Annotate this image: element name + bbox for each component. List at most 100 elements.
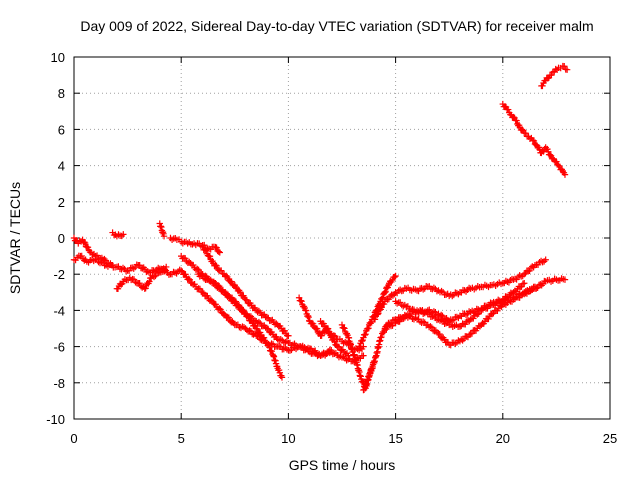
data-point [331,350,338,357]
data-point [513,117,520,124]
data-point [419,286,427,293]
series-track-15 [370,256,549,323]
data-point [213,244,220,251]
data-point [378,333,385,341]
data-point [247,328,255,335]
data-point [277,336,284,343]
data-point [246,327,253,334]
data-point [305,314,312,321]
data-point [225,292,233,300]
data-point [542,256,549,263]
data-point [470,309,477,316]
data-point [222,289,229,296]
data-point [389,292,397,299]
data-point [482,302,490,310]
data-point [146,278,153,285]
data-point [449,292,456,300]
data-point [453,313,461,321]
data-point [243,310,251,318]
data-point [510,296,517,303]
series-track-5 [167,234,223,256]
data-point [517,291,525,299]
series-track-7 [178,252,286,381]
data-point [358,338,366,345]
x-tick-label: 15 [388,431,402,446]
data-point [144,268,151,275]
data-point [215,282,223,290]
data-point [452,340,459,348]
data-point [549,68,557,76]
data-point [109,261,116,269]
data-point [430,284,438,292]
data-point [297,297,304,304]
data-point [526,135,534,142]
data-point [429,309,436,317]
data-point [546,151,554,158]
data-point [386,321,393,329]
data-point [505,297,513,304]
data-points [70,62,571,394]
data-point [521,271,528,278]
data-point [453,289,461,297]
series-track-19 [538,62,571,90]
data-point [485,315,492,323]
data-point [264,325,272,333]
data-point [220,310,228,318]
data-point [356,343,364,350]
data-point [375,310,382,317]
data-point [212,261,219,269]
data-point [224,313,231,321]
y-tick-label: 4 [58,159,65,174]
data-point [393,300,401,307]
data-point [331,332,339,340]
data-point [228,278,235,285]
data-point [419,318,427,325]
data-point [427,323,434,330]
data-point [360,352,367,359]
x-tick-label: 10 [281,431,295,446]
data-point [340,324,347,331]
data-point [363,380,370,387]
data-point [320,320,327,327]
grid [74,57,610,419]
y-tick-label: -10 [46,412,65,427]
data-point [235,302,242,310]
data-point [298,298,305,305]
data-point [81,238,88,246]
data-point [531,283,539,291]
data-point [268,347,275,355]
data-point [119,264,127,272]
data-point [428,324,435,331]
data-point [362,381,370,388]
data-point [325,348,332,355]
data-point [186,276,193,283]
data-point [526,267,533,275]
data-point [204,292,211,300]
data-point [439,312,446,320]
data-point [196,273,203,280]
data-point [260,334,268,341]
data-point [552,65,559,73]
data-point [396,286,404,293]
y-axis-label: SDTVAR / TECUs [7,182,23,294]
data-point [475,306,482,313]
data-point [318,332,325,339]
x-tick-label: 25 [603,431,617,446]
y-tick-label: 0 [58,231,65,246]
data-point [360,386,368,393]
y-tick-label: -4 [53,303,65,318]
data-point [392,272,399,280]
data-point [474,311,481,318]
data-point [285,332,292,339]
data-point [120,231,127,238]
data-point [548,71,555,79]
data-point [378,304,385,311]
data-point [320,349,327,356]
data-point [379,294,386,301]
data-point [255,318,263,326]
data-point [199,272,206,279]
data-point [563,66,571,73]
data-point [142,285,149,292]
data-point [361,331,369,339]
